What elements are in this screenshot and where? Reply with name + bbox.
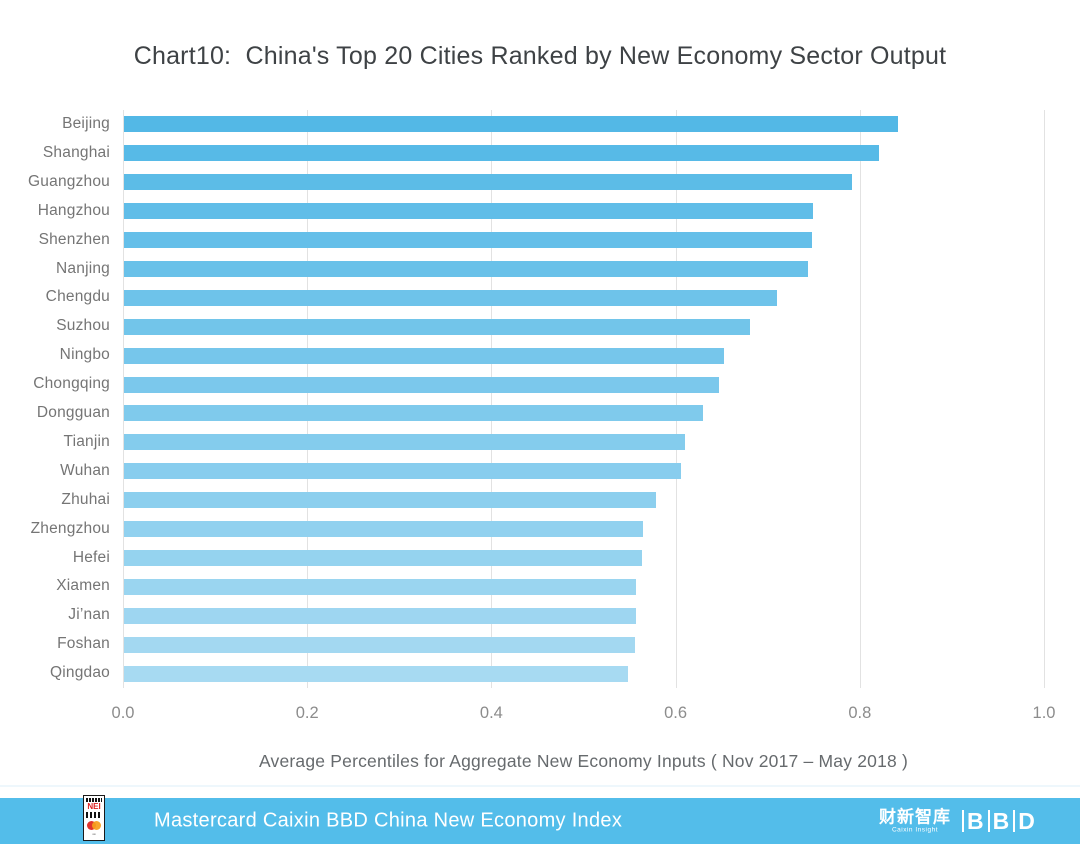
chart-title: Chart10: China's Top 20 Cities Ranked by… [133,42,947,70]
bar-zhengzhou [124,521,643,538]
bar-hangzhou [124,203,813,220]
bar-nanjing [124,260,809,277]
gridline [1044,110,1045,688]
city-label: Zhuhai [61,490,110,508]
footer-index-title: Mastercard Caixin BBD China New Economy … [154,809,623,832]
bar-xiamen [124,578,637,595]
bar-qingdao [124,665,628,682]
city-label: Shanghai [42,143,110,161]
footer: NEI ▪▪▪ Mastercard Caixin BBD China New … [0,795,1080,844]
x-tick-label: 1.0 [1032,704,1056,722]
bar-zhuhai [124,492,657,509]
city-label: Shenzhen [38,230,110,248]
city-label: Chongqing [33,375,110,393]
caixin-logo-text: 财新智库 [879,807,951,827]
city-label: Beijing [62,115,110,132]
footer-divider [0,785,1080,787]
x-axis-ticks: 0.0 0.2 0.4 0.6 0.8 1.0 [112,704,1056,728]
y-axis-labels: Beijing Shanghai Guangzhou Hangzhou Shenzhen… [0,110,110,688]
bar-dongguan [124,405,704,422]
bbd-logo-letter: B [987,810,1009,833]
city-label: Zhengzhou [30,519,110,537]
bar-hefei [124,549,642,566]
bar-ningbo [124,347,724,364]
bar-chongqing [124,376,719,393]
nei-logo: NEI ▪▪▪ [83,795,105,841]
city-label: Chengdu [45,288,110,306]
gridline [491,110,493,688]
x-axis-label: Average Percentiles for Aggregate New Ec… [258,751,909,771]
x-tick-label: 0.0 [111,704,135,722]
bar-wuhan [124,463,682,480]
city-label: Ningbo [59,346,110,364]
gridline [859,110,861,688]
city-label: Nanjing [56,259,110,277]
city-label: Ji’nan [68,606,110,624]
bar-chengdu [124,289,777,306]
city-label: Tianjin [63,432,110,450]
city-label: Suzhou [56,317,110,335]
bar-shenzhen [124,232,812,249]
nei-logo-footnote: ▪▪▪ [92,832,96,836]
bbd-logo-letter: D [1013,810,1035,833]
city-label: Wuhan [60,461,110,479]
gridline [307,110,309,688]
bar-foshan [124,636,636,653]
bar-beijing [124,116,898,133]
caixin-logo-subtext: Caixin Insight [891,826,939,834]
x-tick-label: 0.8 [848,704,872,722]
city-label: Hefei [72,548,110,566]
bar-shanghai [124,145,880,162]
plot-area [123,110,1045,688]
nei-barcode-icon [86,798,102,802]
bar-guangzhou [124,174,852,191]
x-tick-label: 0.6 [664,704,688,722]
city-label: Dongguan [36,404,110,421]
x-tick-label: 0.2 [295,704,319,722]
city-label: Hangzhou [37,201,110,219]
city-label: Qingdao [49,664,110,682]
gridline [675,110,677,688]
x-tick-label: 0.4 [479,704,503,722]
city-label: Foshan [57,635,110,653]
caixin-insight-logo: 财新智库 Caixin Insight [879,808,951,834]
footer-background [0,798,1080,844]
mastercard-circles-icon [87,821,101,830]
bar-tianjin [124,434,685,451]
bar-jinan [124,607,637,624]
nei-barcode-icon [86,812,102,818]
city-label: Xiamen [56,577,110,595]
nei-logo-text: NEI [87,802,101,811]
bar-suzhou [124,318,751,335]
city-label: Guangzhou [28,172,110,190]
bbd-logo-letter: B [962,810,984,833]
gridline [123,110,124,688]
